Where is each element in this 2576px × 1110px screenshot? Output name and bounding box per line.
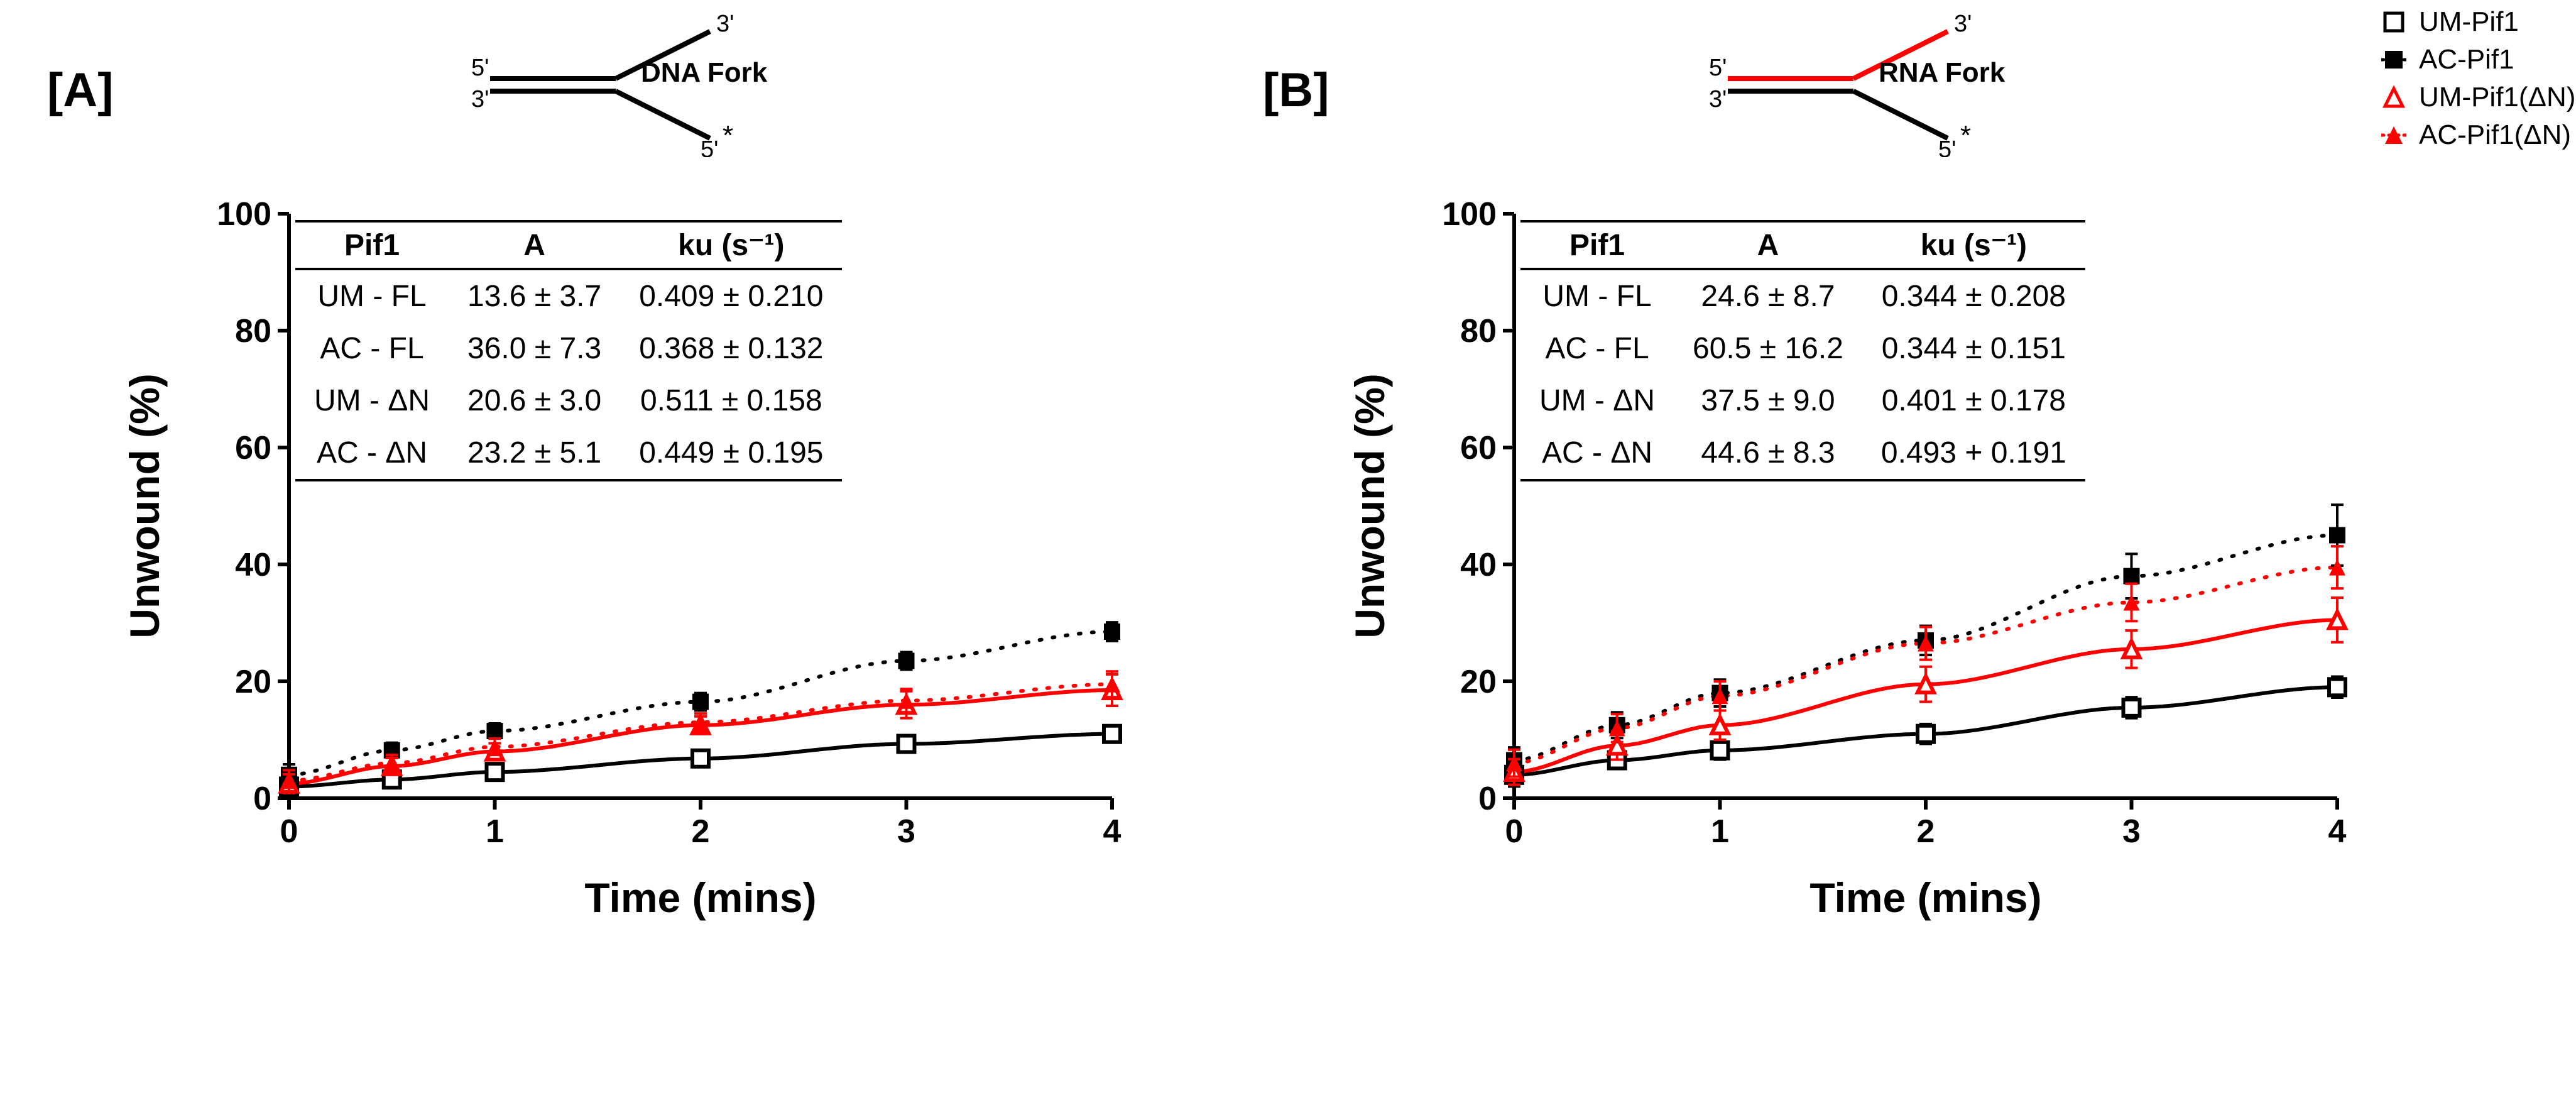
svg-text:20: 20	[235, 664, 271, 700]
table-cell: 23.2 ± 5.1	[449, 427, 620, 480]
kinetics-table: Pif1Aku (s⁻¹)UM - FL13.6 ± 3.70.409 ± 0.…	[295, 220, 842, 481]
svg-text:80: 80	[235, 313, 271, 349]
legend-label: UM-Pif1(ΔN)	[2419, 82, 2575, 113]
legend-marker	[2375, 47, 2413, 72]
figure: UM-Pif1 AC-Pif1 UM-Pif1(ΔN) AC-Pif1(ΔN) [A]…	[0, 0, 2576, 1110]
table-cell: 0.493 + 0.191	[1862, 427, 2085, 480]
table-header: ku (s⁻¹)	[1862, 221, 2085, 269]
svg-text:40: 40	[1460, 547, 1497, 583]
table-header: Pif1	[295, 221, 449, 269]
svg-text:0: 0	[1505, 813, 1524, 850]
table-cell: 37.5 ± 9.0	[1674, 375, 1862, 427]
legend-item: UM-Pif1	[2375, 6, 2575, 38]
svg-text:0: 0	[253, 781, 271, 817]
table-header: ku (s⁻¹)	[620, 221, 842, 269]
svg-text:2: 2	[692, 813, 710, 850]
x-axis-label: Time (mins)	[584, 874, 816, 921]
table-cell: 44.6 ± 8.3	[1674, 427, 1862, 480]
svg-text:100: 100	[1442, 201, 1497, 233]
legend-label: AC-Pif1(ΔN)	[2419, 119, 2571, 151]
table-cell: 0.344 ± 0.208	[1862, 269, 2085, 322]
table-cell: 0.449 ± 0.195	[620, 427, 842, 480]
table-cell: UM - ΔN	[295, 375, 449, 427]
svg-text:3': 3'	[716, 13, 734, 37]
legend-item: AC-Pif1	[2375, 44, 2575, 75]
table-cell: 0.511 ± 0.158	[620, 375, 842, 427]
table-header: Pif1	[1520, 221, 1674, 269]
legend-item: UM-Pif1(ΔN)	[2375, 82, 2575, 113]
svg-text:20: 20	[1460, 664, 1497, 700]
fork-diagram-svg: 5' 3' 3' 5' * DNA Fork	[452, 13, 804, 157]
svg-text:0: 0	[1478, 781, 1497, 817]
svg-text:1: 1	[1711, 813, 1729, 850]
table-row: AC - ΔN44.6 ± 8.30.493 + 0.191	[1520, 427, 2085, 480]
svg-text:RNA Fork: RNA Fork	[1879, 57, 2006, 88]
fork-diagram: 5' 3' 3' 5' * DNA Fork	[452, 13, 804, 160]
table-cell: UM - FL	[1520, 269, 1674, 322]
svg-text:3: 3	[2122, 813, 2141, 850]
svg-text:80: 80	[1460, 313, 1497, 349]
table-cell: AC - FL	[1520, 322, 1674, 375]
table-row: AC - FL60.5 ± 16.20.344 ± 0.151	[1520, 322, 2085, 375]
y-axis-label: Unwound (%)	[1346, 373, 1394, 639]
legend-marker	[2375, 9, 2413, 35]
svg-text:0: 0	[280, 813, 298, 850]
legend-marker	[2375, 123, 2413, 148]
table-row: UM - ΔN37.5 ± 9.00.401 ± 0.178	[1520, 375, 2085, 427]
table-row: AC - ΔN23.2 ± 5.10.449 ± 0.195	[295, 427, 842, 480]
table-cell: 0.409 ± 0.210	[620, 269, 842, 322]
svg-text:4: 4	[2328, 813, 2347, 850]
table-cell: 24.6 ± 8.7	[1674, 269, 1862, 322]
svg-text:1: 1	[486, 813, 504, 850]
panel-label: [B]	[1263, 63, 1329, 118]
table-row: UM - ΔN20.6 ± 3.00.511 ± 0.158	[295, 375, 842, 427]
svg-text:2: 2	[1917, 813, 1935, 850]
svg-text:*: *	[1960, 120, 1971, 151]
table-row: AC - FL36.0 ± 7.30.368 ± 0.132	[295, 322, 842, 375]
table-cell: 13.6 ± 3.7	[449, 269, 620, 322]
svg-text:100: 100	[217, 201, 271, 233]
table-cell: 20.6 ± 3.0	[449, 375, 620, 427]
fork-diagram: 5' 3' 3' 5' * RNA Fork	[1690, 13, 2042, 160]
svg-text:DNA Fork: DNA Fork	[641, 57, 768, 88]
table-header: A	[449, 221, 620, 269]
svg-text:40: 40	[235, 547, 271, 583]
svg-text:5': 5'	[1938, 136, 1956, 157]
table-cell: 0.368 ± 0.132	[620, 322, 842, 375]
table-cell: AC - ΔN	[1520, 427, 1674, 480]
table-header: A	[1674, 221, 1862, 269]
svg-text:3': 3'	[471, 86, 489, 113]
svg-text:*: *	[723, 120, 733, 151]
table-row: UM - FL13.6 ± 3.70.409 ± 0.210	[295, 269, 842, 322]
table-row: UM - FL24.6 ± 8.70.344 ± 0.208	[1520, 269, 2085, 322]
svg-text:60: 60	[1460, 430, 1497, 466]
svg-text:5': 5'	[471, 55, 489, 81]
table-cell: 60.5 ± 16.2	[1674, 322, 1862, 375]
x-axis-label: Time (mins)	[1809, 874, 2041, 921]
y-axis-label: Unwound (%)	[121, 373, 168, 639]
svg-text:3': 3'	[1709, 86, 1727, 113]
table-cell: AC - FL	[295, 322, 449, 375]
panel-label: [A]	[47, 63, 114, 118]
svg-text:3: 3	[897, 813, 915, 850]
svg-text:5': 5'	[701, 136, 718, 157]
table-cell: 0.401 ± 0.178	[1862, 375, 2085, 427]
legend-marker	[2375, 85, 2413, 110]
kinetics-table: Pif1Aku (s⁻¹)UM - FL24.6 ± 8.70.344 ± 0.…	[1520, 220, 2085, 481]
table-cell: UM - ΔN	[1520, 375, 1674, 427]
legend-label: AC-Pif1	[2419, 44, 2514, 75]
svg-text:5': 5'	[1709, 55, 1727, 81]
fork-diagram-svg: 5' 3' 3' 5' * RNA Fork	[1690, 13, 2042, 157]
legend: UM-Pif1 AC-Pif1 UM-Pif1(ΔN) AC-Pif1(ΔN)	[2375, 6, 2575, 157]
table-cell: 36.0 ± 7.3	[449, 322, 620, 375]
table-cell: AC - ΔN	[295, 427, 449, 480]
table-cell: 0.344 ± 0.151	[1862, 322, 2085, 375]
svg-text:3': 3'	[1954, 13, 1972, 37]
svg-text:60: 60	[235, 430, 271, 466]
legend-item: AC-Pif1(ΔN)	[2375, 119, 2575, 151]
svg-text:4: 4	[1103, 813, 1122, 850]
legend-label: UM-Pif1	[2419, 6, 2519, 38]
table-cell: UM - FL	[295, 269, 449, 322]
